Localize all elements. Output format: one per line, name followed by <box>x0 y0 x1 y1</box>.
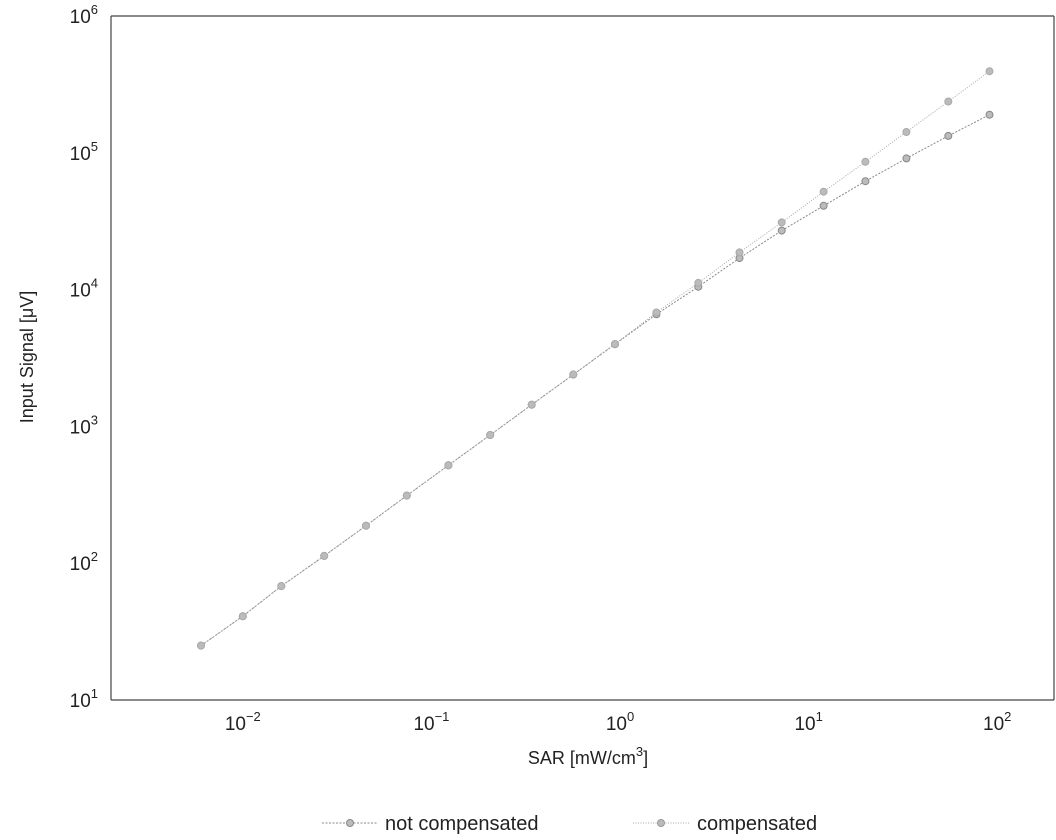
data-point-not-compensated <box>861 177 870 186</box>
y-tick-label: 106 <box>70 2 98 28</box>
data-point-compensated <box>735 248 744 257</box>
data-point-compensated <box>652 308 661 317</box>
legend-label-compensated: compensated <box>697 813 817 835</box>
x-tick-label: 101 <box>794 709 822 735</box>
y-axis-ticks: 101 102 103 104 105 106 <box>70 2 98 712</box>
legend-entry-compensated: compensated <box>633 813 817 835</box>
data-point-compensated <box>444 461 453 470</box>
plot-frame <box>110 15 1055 701</box>
x-tick-label: 102 <box>983 709 1011 735</box>
data-point-compensated <box>277 582 286 591</box>
data-point-compensated <box>861 157 870 166</box>
data-point-compensated <box>944 97 953 106</box>
data-point-compensated <box>238 612 247 621</box>
data-point-compensated <box>819 187 828 196</box>
legend-marker-not-compensated <box>346 819 354 827</box>
data-point-compensated <box>197 641 205 650</box>
legend-marker-compensated <box>657 819 665 827</box>
y-tick-label: 103 <box>70 412 98 438</box>
legend: not compensated compensated <box>322 813 817 835</box>
data-point-compensated <box>611 340 619 348</box>
data-point-compensated <box>569 370 578 379</box>
data-point-compensated <box>902 128 911 136</box>
y-axis-label: Input Signal [μV] <box>17 291 37 423</box>
data-point-compensated <box>527 400 536 409</box>
data-point-not-compensated <box>944 131 953 140</box>
x-tick-label: 10−1 <box>413 709 449 735</box>
data-point-compensated <box>777 218 786 227</box>
data-point-compensated <box>694 278 703 287</box>
data-point-compensated <box>402 491 411 500</box>
legend-entry-not-compensated: not compensated <box>322 813 538 835</box>
data-point-not-compensated <box>777 226 786 235</box>
data-point-compensated <box>985 67 994 76</box>
series-compensated <box>197 67 994 650</box>
x-axis-ticks: 10−2 10−1 100 101 102 <box>225 709 1012 735</box>
data-point-compensated <box>320 551 329 560</box>
y-tick-label: 101 <box>70 686 98 712</box>
series-line-compensated <box>200 70 990 647</box>
y-tick-label: 105 <box>70 139 98 165</box>
series-layer <box>197 67 994 650</box>
series-line-not-compensated <box>200 114 990 647</box>
data-point-not-compensated <box>902 154 911 163</box>
y-tick-label: 102 <box>70 549 98 575</box>
x-tick-label: 10−2 <box>225 709 261 735</box>
legend-label-not-compensated: not compensated <box>385 813 538 835</box>
x-axis-label: SAR [mW/cm3] <box>528 744 648 768</box>
data-point-not-compensated <box>985 110 994 119</box>
x-tick-label: 100 <box>606 709 634 735</box>
data-point-not-compensated <box>819 201 828 210</box>
data-point-compensated <box>362 521 370 530</box>
y-tick-label: 104 <box>70 276 98 302</box>
data-point-compensated <box>486 431 495 439</box>
